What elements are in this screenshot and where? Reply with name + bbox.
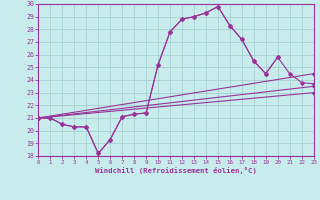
X-axis label: Windchill (Refroidissement éolien,°C): Windchill (Refroidissement éolien,°C) — [95, 167, 257, 174]
